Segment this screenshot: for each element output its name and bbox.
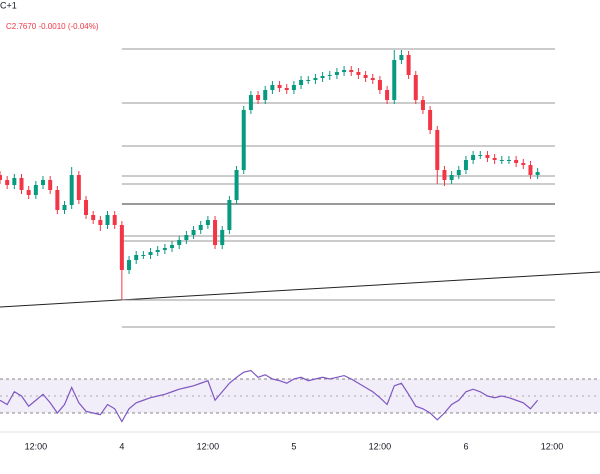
candle-body (55, 190, 60, 210)
x-tick-label: 12:00 (369, 441, 392, 451)
candle-body (406, 55, 411, 75)
candle-body (356, 72, 361, 75)
candle-body (112, 215, 117, 225)
candle-body (478, 155, 483, 156)
candle-body (435, 130, 440, 170)
candle-body (62, 205, 67, 210)
candle-body (41, 180, 46, 185)
candle-body (399, 55, 404, 60)
candle-body (119, 225, 124, 270)
candle-body (227, 200, 232, 230)
candle-body (291, 85, 296, 90)
candle-body (413, 75, 418, 100)
candle-body (506, 160, 511, 161)
candle-body (155, 250, 160, 252)
candle-body (377, 80, 382, 90)
candle-body (91, 215, 96, 220)
candle-body (76, 175, 81, 200)
candle-body (48, 180, 53, 190)
candle-body (177, 240, 182, 245)
candle-body (306, 80, 311, 81)
candle-body (320, 76, 325, 78)
candle-body (148, 252, 153, 255)
candle-body (270, 85, 275, 90)
candle-body (521, 163, 526, 165)
candle-body (349, 70, 354, 72)
candle-body (299, 80, 304, 85)
candle-body (514, 160, 519, 163)
candle-body (198, 225, 203, 230)
candle-body (342, 70, 347, 72)
candle-body (428, 110, 433, 130)
candle-body (69, 175, 74, 205)
x-tick-label: 5 (291, 441, 296, 451)
candle-body (313, 78, 318, 80)
candle-body (327, 75, 332, 76)
candle-body (442, 170, 447, 180)
x-tick-label: 12:00 (197, 441, 220, 451)
ohlc-legend: C2.7670 -0.0010 (-0.04%) (6, 22, 99, 31)
candle-body (141, 255, 146, 256)
candle-body (370, 78, 375, 80)
candle-body (98, 220, 103, 225)
candle-body (420, 100, 425, 110)
candle-body (105, 215, 110, 225)
candle-body (134, 255, 139, 260)
candle-body (485, 155, 490, 158)
candle-body (456, 170, 461, 175)
candle-body (263, 90, 268, 100)
candle-body (84, 200, 89, 215)
x-tick-label: 6 (463, 441, 468, 451)
candle-body (392, 60, 397, 100)
candle-body (184, 235, 189, 240)
candle-body (471, 155, 476, 160)
candle-body (33, 185, 38, 195)
candle-body (191, 230, 196, 235)
candle-body (277, 85, 282, 88)
candle-body (205, 220, 210, 225)
candle-body (234, 170, 239, 200)
candle-body (385, 90, 390, 100)
candle-body (528, 165, 533, 175)
candle-body (363, 75, 368, 78)
rsi-line (0, 369, 539, 423)
candle-body (213, 220, 218, 245)
candle-body (256, 95, 261, 100)
candle-body (449, 175, 454, 180)
candle-body (535, 172, 540, 175)
trend-line (0, 271, 600, 308)
candle-body (492, 158, 497, 160)
candle-body (127, 260, 132, 270)
x-tick-label: 12:00 (541, 441, 564, 451)
candle-body (5, 180, 10, 185)
candle-body (499, 160, 504, 161)
candle-body (248, 95, 253, 110)
candle-body (162, 248, 167, 250)
candle-body (19, 178, 24, 190)
candle-body (26, 190, 31, 195)
x-tick-label: 4 (119, 441, 124, 451)
candle-body (170, 245, 175, 248)
header: C+1 (0, 0, 17, 10)
candle-body (12, 178, 17, 185)
candle-body (220, 230, 225, 245)
candle-body (241, 110, 246, 170)
candle-body (0, 175, 2, 180)
candle-body (284, 88, 289, 90)
x-tick-label: 12:00 (25, 441, 48, 451)
candle-body (334, 72, 339, 75)
candle-body (463, 160, 468, 170)
